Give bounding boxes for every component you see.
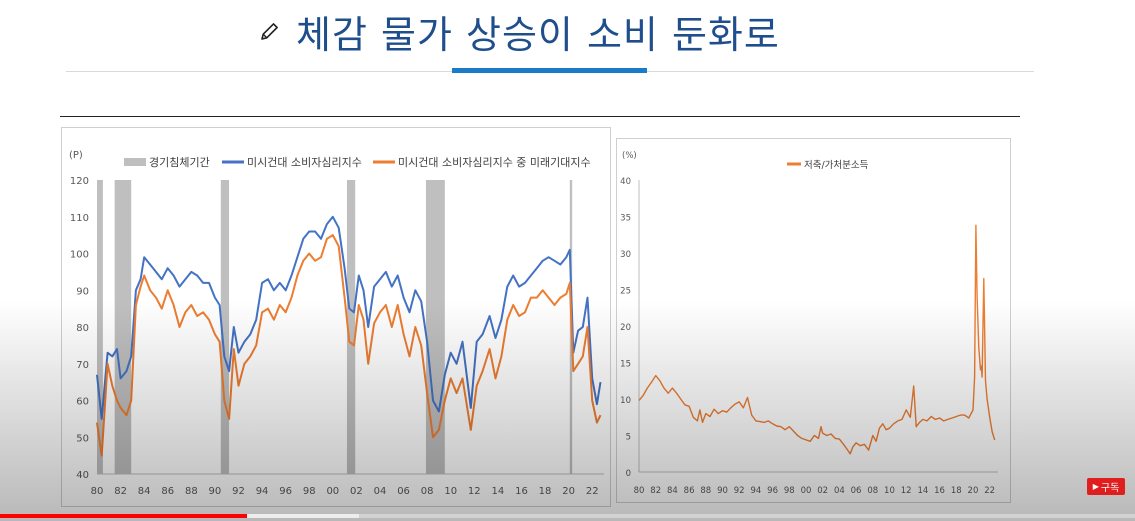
x-tick-label: 04: [834, 486, 845, 496]
x-tick-label: 10: [444, 486, 457, 497]
y-tick-label: 110: [70, 213, 89, 224]
legend-label: 저축/가처분소득: [804, 159, 869, 171]
recession-band: [346, 180, 356, 474]
slide-title-text: 체감 물가 상승이 소비 둔화로: [296, 12, 780, 57]
y-tick-label: 25: [620, 287, 631, 297]
play-icon: ▶: [1092, 482, 1099, 491]
y-axis-unit-label: (%): [622, 151, 637, 161]
x-tick-label: 88: [700, 486, 711, 496]
recession-band: [425, 180, 445, 474]
video-progress-bar[interactable]: [0, 514, 1135, 518]
x-tick-label: 92: [232, 486, 245, 497]
x-tick-label: 84: [667, 486, 678, 496]
x-tick-label: 82: [114, 486, 127, 497]
y-tick-label: 30: [620, 250, 631, 260]
x-tick-label: 14: [917, 486, 928, 496]
x-tick-label: 98: [784, 486, 795, 496]
y-tick-label: 70: [76, 360, 89, 371]
sentiment-chart-panel: 40 50 60 70 80 90 100 110 120 80 82 84 86 88 90 92 94 96 9…: [61, 127, 611, 507]
slide-title: 체감 물가 상승이 소비 둔화로: [258, 6, 780, 57]
x-tick-label: 90: [209, 486, 222, 497]
x-tick-label: 98: [303, 486, 316, 497]
y-tick-label: 40: [620, 177, 631, 187]
x-tick-label: 96: [279, 486, 292, 497]
y-tick-label: 20: [620, 323, 631, 333]
pencil-icon: [261, 23, 278, 40]
x-tick-label: 18: [951, 486, 962, 496]
y-tick-label: 10: [620, 396, 631, 406]
x-tick-label: 14: [492, 486, 505, 497]
savings-chart-panel: 0 5 10 15 20 25 30 35 40 80 82 84 86 88 90 92 94 96 98 00 02…: [616, 138, 1011, 503]
x-tick-label: 02: [817, 486, 828, 496]
y-tick-label: 0: [626, 469, 631, 479]
x-tick-label: 22: [984, 486, 995, 496]
legend-label: 미시건대 소비자심리지수 중 미래기대지수: [398, 156, 591, 169]
recession-band: [97, 180, 103, 474]
x-tick-label: 16: [934, 486, 945, 496]
y-tick-label: 35: [620, 214, 631, 224]
x-tick-label: 94: [256, 486, 269, 497]
x-tick-label: 86: [684, 486, 695, 496]
video-progress-fill: [0, 514, 248, 518]
legend-label: 경기침체기간: [149, 156, 210, 169]
series-line-1: [638, 224, 996, 455]
x-tick-label: 22: [586, 486, 599, 497]
series-line-2: [96, 234, 602, 457]
y-tick-label: 40: [76, 470, 89, 481]
legend-label: 미시건대 소비자심리지수: [247, 156, 362, 169]
x-tick-label: 08: [867, 486, 878, 496]
x-tick-label: 90: [717, 486, 728, 496]
x-tick-label: 16: [515, 486, 528, 497]
recession-band: [220, 180, 230, 474]
x-tick-label: 88: [185, 486, 198, 497]
y-tick-label: 5: [626, 433, 631, 443]
x-tick-label: 20: [968, 486, 979, 496]
y-tick-label: 80: [76, 323, 89, 334]
y-tick-label: 100: [70, 250, 89, 261]
x-tick-label: 80: [91, 486, 104, 497]
x-tick-label: 06: [851, 486, 862, 496]
x-tick-label: 84: [138, 486, 151, 497]
x-tick-label: 02: [350, 486, 363, 497]
recession-band: [114, 180, 132, 474]
x-tick-label: 94: [750, 486, 761, 496]
y-tick-label: 60: [76, 397, 89, 408]
x-tick-label: 10: [884, 486, 895, 496]
y-tick-label: 50: [76, 433, 89, 444]
x-tick-label: 08: [421, 486, 434, 497]
chart-frame-line: [60, 116, 1020, 117]
y-tick-label: 15: [620, 360, 631, 370]
x-tick-label: 12: [468, 486, 481, 497]
y-axis-unit-label: (P): [69, 150, 83, 161]
x-tick-label: 18: [539, 486, 552, 497]
x-tick-label: 92: [734, 486, 745, 496]
x-tick-label: 20: [562, 486, 575, 497]
y-tick-label: 120: [70, 176, 89, 187]
series-line-1: [96, 215, 602, 420]
x-tick-label: 80: [634, 486, 645, 496]
savings-chart: 0 5 10 15 20 25 30 35 40 80 82 84 86 88 90 92 94 96 98 00 02…: [620, 151, 998, 496]
y-tick-label: 90: [76, 286, 89, 297]
x-tick-label: 00: [801, 486, 812, 496]
x-tick-label: 00: [326, 486, 339, 497]
x-tick-label: 04: [374, 486, 387, 497]
x-tick-label: 96: [767, 486, 778, 496]
subscribe-button[interactable]: ▶ 구독: [1087, 478, 1125, 495]
title-accent-bar: [452, 68, 647, 73]
sentiment-chart: 40 50 60 70 80 90 100 110 120 80 82 84 86 88 90 92 94 96 9…: [69, 150, 604, 497]
legend-swatch-recession: [124, 158, 146, 166]
x-tick-label: 06: [397, 486, 410, 497]
x-tick-label: 82: [650, 486, 661, 496]
subscribe-label: 구독: [1100, 483, 1120, 494]
x-tick-label: 86: [161, 486, 174, 497]
x-tick-label: 12: [901, 486, 912, 496]
